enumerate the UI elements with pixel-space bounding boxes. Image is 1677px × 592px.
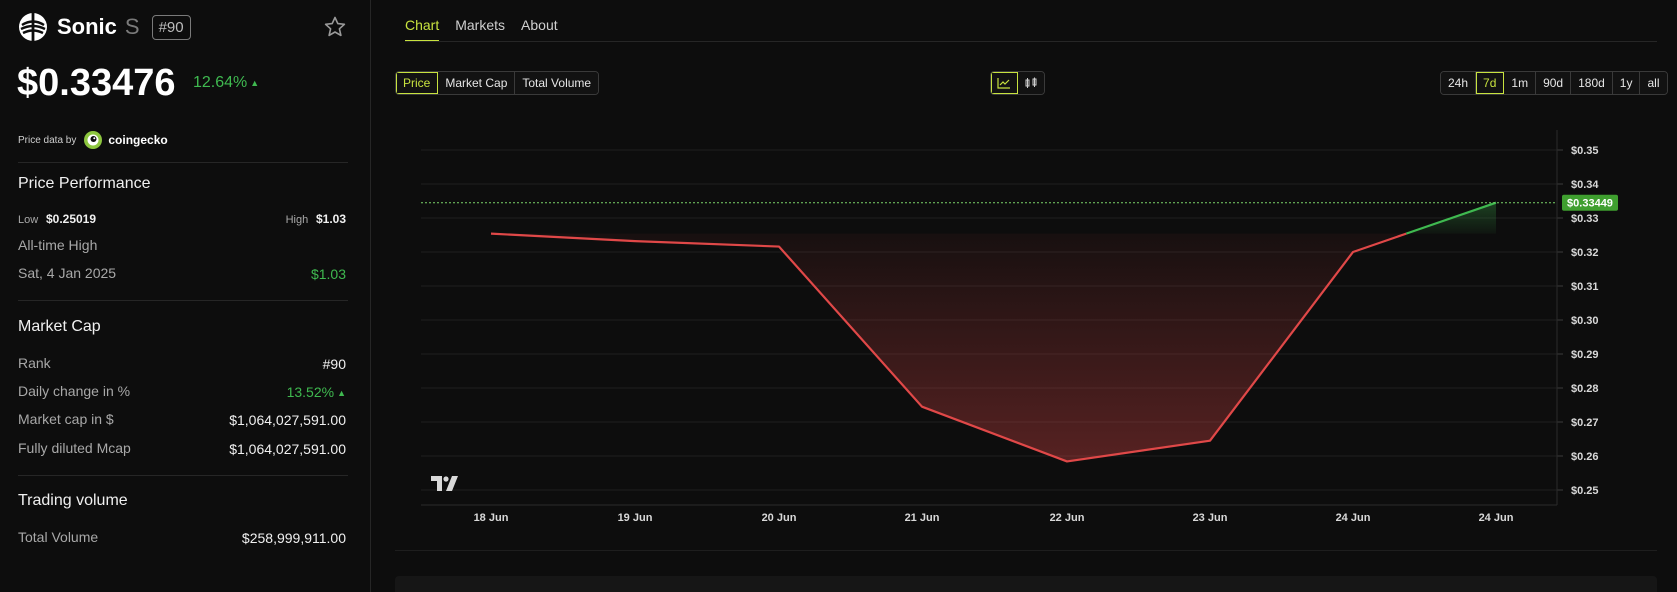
y-tick-label: $0.29 [1571, 349, 1599, 361]
range-24h-button[interactable]: 24h [1441, 72, 1477, 94]
current-price-marker: $0.33449 [421, 194, 1618, 211]
x-tick-label: 24 Jun [1479, 512, 1514, 524]
ath-date: Sat, 4 Jan 2025 [18, 265, 117, 281]
metric-price-button[interactable]: Price [396, 72, 439, 94]
x-tick-label: 22 Jun [1050, 512, 1085, 524]
section-title-trading-volume: Trading volume [18, 492, 128, 509]
daily-change-label: Daily change in % [18, 383, 131, 399]
metric-market-cap-button[interactable]: Market Cap [438, 72, 516, 94]
below-baseline-area [491, 233, 1407, 462]
x-tick-label: 20 Jun [762, 512, 797, 524]
y-axis: $0.25 $0.26 $0.27 $0.28 $0.29 $0.30 $0.31 $0.32… [1556, 130, 1599, 505]
current-price-tag [1562, 194, 1618, 211]
chart-type-toggle [990, 71, 1045, 95]
total-volume-label: Total Volume [18, 529, 99, 545]
fdv-label: Fully diluted Mcap [18, 440, 131, 456]
chart-grid [421, 149, 1557, 506]
sonic-logo-icon [19, 13, 47, 41]
coingecko-logo-icon [84, 131, 103, 149]
fdv-value: $1,064,027,591.00 [229, 441, 346, 457]
x-tick-label: 19 Jun [618, 512, 653, 524]
market-cap-value: $1,064,027,591.00 [229, 412, 346, 428]
x-tick-label: 24 Jun [1336, 512, 1371, 524]
divider [18, 162, 348, 163]
next-panel [395, 576, 1657, 592]
tradingview-logo-icon [431, 476, 458, 491]
coin-header: Sonic S #90 [18, 12, 191, 42]
tabs-divider [405, 41, 1657, 42]
chart-line [490, 201, 1497, 463]
y-tick-label: $0.34 [1571, 179, 1599, 191]
data-provider: Price data by coingecko [18, 131, 168, 149]
up-triangle-icon: ▲ [250, 77, 260, 88]
provider-label: Price data by [18, 134, 77, 146]
divider [395, 550, 1657, 551]
low-price: Low $0.25019 [18, 210, 96, 226]
metric-total-volume-button[interactable]: Total Volume [515, 72, 599, 94]
current-price: $0.33476 [17, 62, 176, 104]
range-all-button[interactable]: all [1640, 72, 1667, 94]
daily-change-value: 13.52% [286, 384, 335, 400]
x-tick-label: 18 Jun [474, 512, 509, 524]
line-chart-icon[interactable] [991, 72, 1018, 94]
section-title-market-cap: Market Cap [18, 318, 101, 335]
rank-label: Rank [18, 355, 51, 371]
y-tick-label: $0.27 [1571, 417, 1599, 429]
section-title-price-performance: Price Performance [18, 175, 151, 192]
metric-toggle: Price Market Cap Total Volume [395, 71, 600, 95]
y-tick-label: $0.35 [1571, 145, 1599, 157]
price-change: 12.64% ▲ [193, 74, 259, 92]
total-volume-value: $258,999,911.00 [241, 530, 346, 546]
coin-name: Sonic [57, 14, 117, 39]
high-value: $1.03 [315, 212, 346, 226]
high-price: High $1.03 [286, 210, 346, 226]
market-cap-label: Market cap in $ [18, 411, 114, 427]
sidebar-divider [370, 0, 371, 592]
range-1m-button[interactable]: 1m [1504, 72, 1537, 94]
divider [18, 300, 348, 301]
tab-markets[interactable]: Markets [455, 17, 506, 33]
range-1y-button[interactable]: 1y [1612, 72, 1641, 94]
x-tick-label: 21 Jun [905, 512, 940, 524]
y-tick-label: $0.30 [1571, 315, 1599, 327]
up-triangle-icon: ▲ [337, 388, 346, 399]
price-line-down [490, 232, 1407, 463]
low-value: $0.25019 [45, 212, 97, 226]
price-change-value: 12.64% [193, 74, 248, 91]
daily-change: 13.52% ▲ [287, 384, 346, 400]
current-price-label: $0.33449 [1567, 198, 1613, 210]
y-tick-label: $0.25 [1571, 485, 1599, 497]
range-90d-button[interactable]: 90d [1536, 72, 1572, 94]
ath-label: All-time High [18, 237, 98, 253]
star-icon[interactable] [323, 15, 347, 39]
coin-sidebar: Sonic S #90 $0.33476 12.64% ▲ Price data … [0, 0, 370, 592]
y-tick-label: $0.33 [1571, 213, 1599, 225]
y-tick-label: $0.28 [1571, 383, 1599, 395]
rank-value: #90 [322, 356, 346, 372]
x-axis: 18 Jun 19 Jun 20 Jun 21 Jun 22 Jun 23 Jun 24 J… [474, 512, 1514, 524]
range-7d-button[interactable]: 7d [1476, 72, 1505, 94]
provider-name[interactable]: coingecko [108, 133, 168, 147]
range-toggle: 24h 7d 1m 90d 180d 1y all [1440, 71, 1668, 95]
y-tick-label: $0.26 [1571, 451, 1599, 463]
x-tick-label: 23 Jun [1193, 512, 1228, 524]
coin-symbol: S [124, 14, 140, 39]
range-180d-button[interactable]: 180d [1571, 72, 1613, 94]
ath-value: $1.03 [310, 266, 346, 282]
high-label: High [285, 214, 309, 226]
y-tick-label: $0.32 [1571, 247, 1599, 259]
y-tick-label: $0.31 [1571, 281, 1599, 293]
candlestick-chart-icon[interactable] [1018, 72, 1044, 94]
divider [18, 475, 348, 476]
tab-bar: Chart Markets About [405, 17, 574, 42]
rank-badge: #90 [151, 14, 191, 40]
price-line-up [1405, 201, 1497, 235]
low-label: Low [18, 214, 39, 226]
tab-about[interactable]: About [521, 17, 558, 33]
